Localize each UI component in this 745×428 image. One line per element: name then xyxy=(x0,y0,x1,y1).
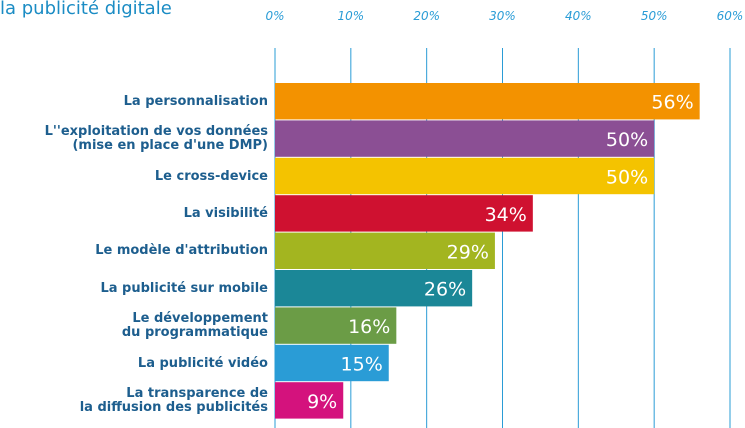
bar xyxy=(275,344,389,382)
value-label: 56% xyxy=(651,92,693,114)
category-label: Le modèle d'attribution xyxy=(95,243,268,259)
chart-title: la publicité digitale xyxy=(0,0,172,19)
category-label: Le cross-device xyxy=(154,168,268,184)
category-label: L''exploitation de vos données (mise en … xyxy=(44,124,268,154)
bar xyxy=(275,270,473,307)
x-tick-label: 0% xyxy=(265,9,284,23)
category-label: La publicité vidéo xyxy=(137,355,268,371)
bar xyxy=(275,120,655,157)
category-label: La personnalisation xyxy=(123,93,268,109)
bar xyxy=(275,157,655,195)
value-label: 26% xyxy=(424,279,466,301)
value-label: 16% xyxy=(348,316,390,338)
bar xyxy=(275,83,700,120)
x-tick-label: 10% xyxy=(337,9,364,23)
category-label: La publicité sur mobile xyxy=(100,280,268,296)
category-label: Le développement du programmatique xyxy=(121,311,268,341)
bar xyxy=(275,195,533,232)
x-tick-label: 20% xyxy=(413,9,440,23)
value-label: 34% xyxy=(485,204,527,226)
category-label: La transparence de la diffusion des publ… xyxy=(79,385,268,415)
category-label: La visibilité xyxy=(183,205,268,221)
x-tick-label: 40% xyxy=(565,9,592,23)
x-tick-label: 50% xyxy=(641,9,668,23)
value-label: 9% xyxy=(307,391,337,413)
value-label: 29% xyxy=(447,241,489,263)
x-tick-label: 60% xyxy=(717,9,744,23)
bar xyxy=(275,232,495,269)
value-label: 50% xyxy=(606,167,648,189)
x-tick-label: 30% xyxy=(489,9,516,23)
bar xyxy=(275,382,344,419)
bar xyxy=(275,307,397,344)
value-label: 15% xyxy=(341,354,383,376)
value-label: 50% xyxy=(606,129,648,151)
